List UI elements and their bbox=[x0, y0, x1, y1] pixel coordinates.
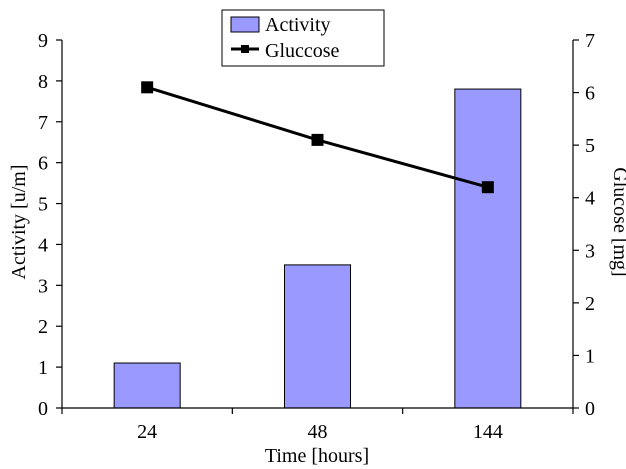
right-tick-label: 5 bbox=[585, 135, 595, 157]
left-tick-label: 7 bbox=[38, 112, 48, 134]
left-tick-label: 5 bbox=[38, 194, 48, 216]
left-tick-label: 1 bbox=[38, 357, 48, 379]
right-tick-label: 6 bbox=[585, 83, 595, 105]
x-tick-label: 24 bbox=[137, 421, 157, 443]
right-tick-label: 4 bbox=[585, 188, 595, 210]
bar-144 bbox=[454, 88, 522, 409]
right-tick-label: 7 bbox=[585, 30, 595, 52]
line-series-group bbox=[141, 81, 494, 194]
right-tick-label: 3 bbox=[585, 240, 595, 262]
legend-swatch-activity bbox=[230, 16, 260, 33]
right-axis-label: Glucose [mg] bbox=[609, 167, 626, 276]
bars-group bbox=[113, 88, 522, 409]
right-tick-label: 1 bbox=[585, 345, 595, 367]
x-tick-label: 144 bbox=[473, 421, 503, 443]
left-tick-label: 9 bbox=[38, 30, 48, 52]
bar-24 bbox=[113, 362, 181, 409]
left-axis-label: Activity [u/m] bbox=[8, 165, 30, 280]
left-tick-label: 4 bbox=[38, 234, 48, 256]
right-tick-label: 0 bbox=[585, 398, 595, 420]
left-tick-label: 0 bbox=[38, 398, 48, 420]
x-axis-ticks: 24 48 144 bbox=[61, 408, 574, 443]
left-tick-label: 2 bbox=[38, 316, 48, 338]
right-tick-label: 2 bbox=[585, 293, 595, 315]
legend-marker-gluccose bbox=[241, 45, 249, 53]
gluccose-point-144 bbox=[481, 181, 494, 194]
gluccose-point-24 bbox=[141, 81, 154, 94]
x-tick-label: 48 bbox=[308, 421, 328, 443]
left-tick-label: 3 bbox=[38, 275, 48, 297]
legend-label-activity: Activity bbox=[265, 14, 331, 36]
left-tick-label: 8 bbox=[38, 71, 48, 93]
legend: Activity Gluccose bbox=[221, 9, 385, 67]
bar-48 bbox=[284, 264, 351, 409]
legend-label-gluccose: Gluccose bbox=[265, 40, 340, 62]
gluccose-point-48 bbox=[311, 133, 324, 146]
x-axis-label: Time [hours] bbox=[265, 445, 369, 467]
left-axis-ticks: 0 1 2 3 4 5 6 7 8 9 bbox=[38, 30, 62, 420]
right-axis-ticks: 0 1 2 3 4 5 6 7 bbox=[573, 30, 595, 420]
left-tick-label: 6 bbox=[38, 153, 48, 175]
